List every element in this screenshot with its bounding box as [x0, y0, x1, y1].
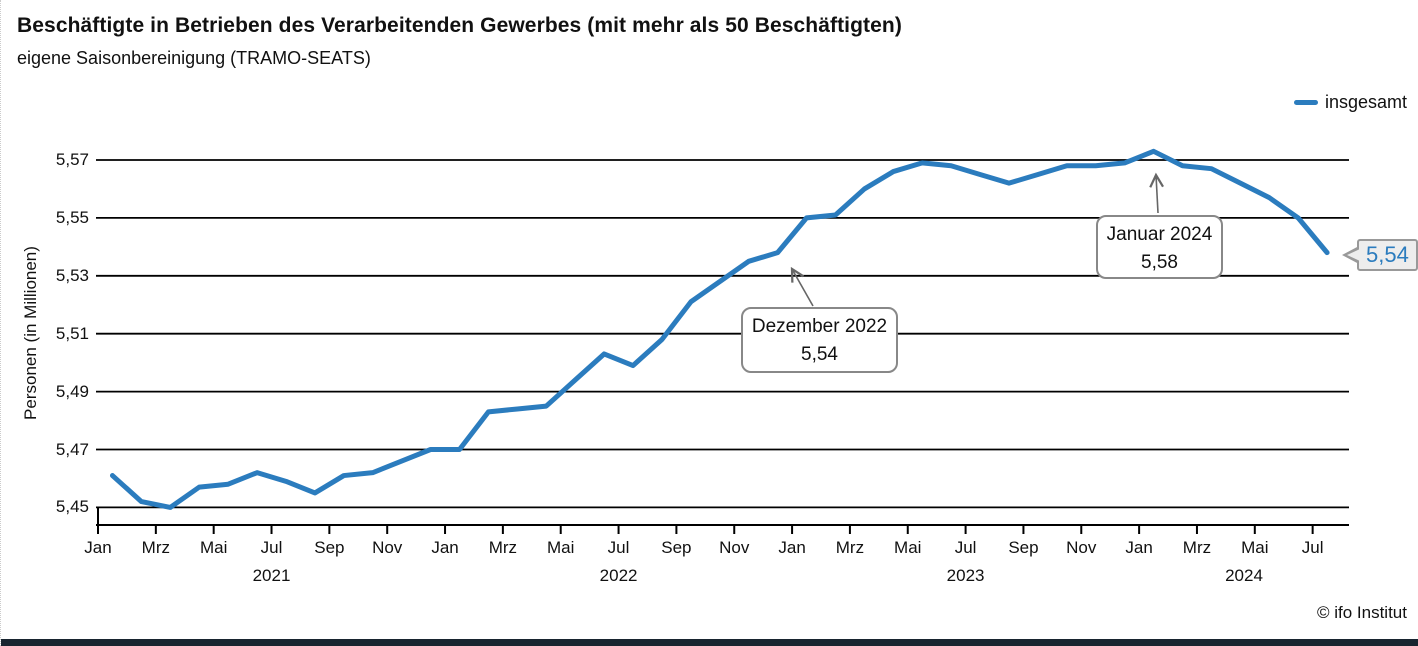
chart-subtitle: eigene Saisonbereinigung (TRAMO-SEATS): [17, 48, 371, 68]
bottom-bar: [1, 639, 1418, 646]
annotation-januar-2024: Januar 2024 5,58: [1096, 215, 1223, 279]
chart-title: Beschäftigte in Betrieben des Verarbeite…: [17, 14, 902, 37]
legend-item-insgesamt[interactable]: insgesamt: [1293, 92, 1407, 113]
annotation-value: 5,58: [1141, 252, 1178, 273]
legend-line-swatch: [1293, 100, 1318, 105]
annotation-title: Dezember 2022: [751, 316, 888, 337]
annotation-title: Januar 2024: [1106, 224, 1213, 245]
last-value-callout: 5,54: [1342, 239, 1418, 271]
source-credit: © ifo Institut: [1316, 603, 1407, 622]
annotation-arrow-dezember: [790, 266, 814, 307]
annotation-arrow-januar: [1149, 172, 1164, 214]
legend-label: insgesamt: [1324, 92, 1407, 112]
annotation-dezember-2022: Dezember 2022 5,54: [741, 307, 898, 373]
annotation-value: 5,54: [801, 344, 838, 365]
series-line-insgesamt[interactable]: [109, 148, 1330, 510]
